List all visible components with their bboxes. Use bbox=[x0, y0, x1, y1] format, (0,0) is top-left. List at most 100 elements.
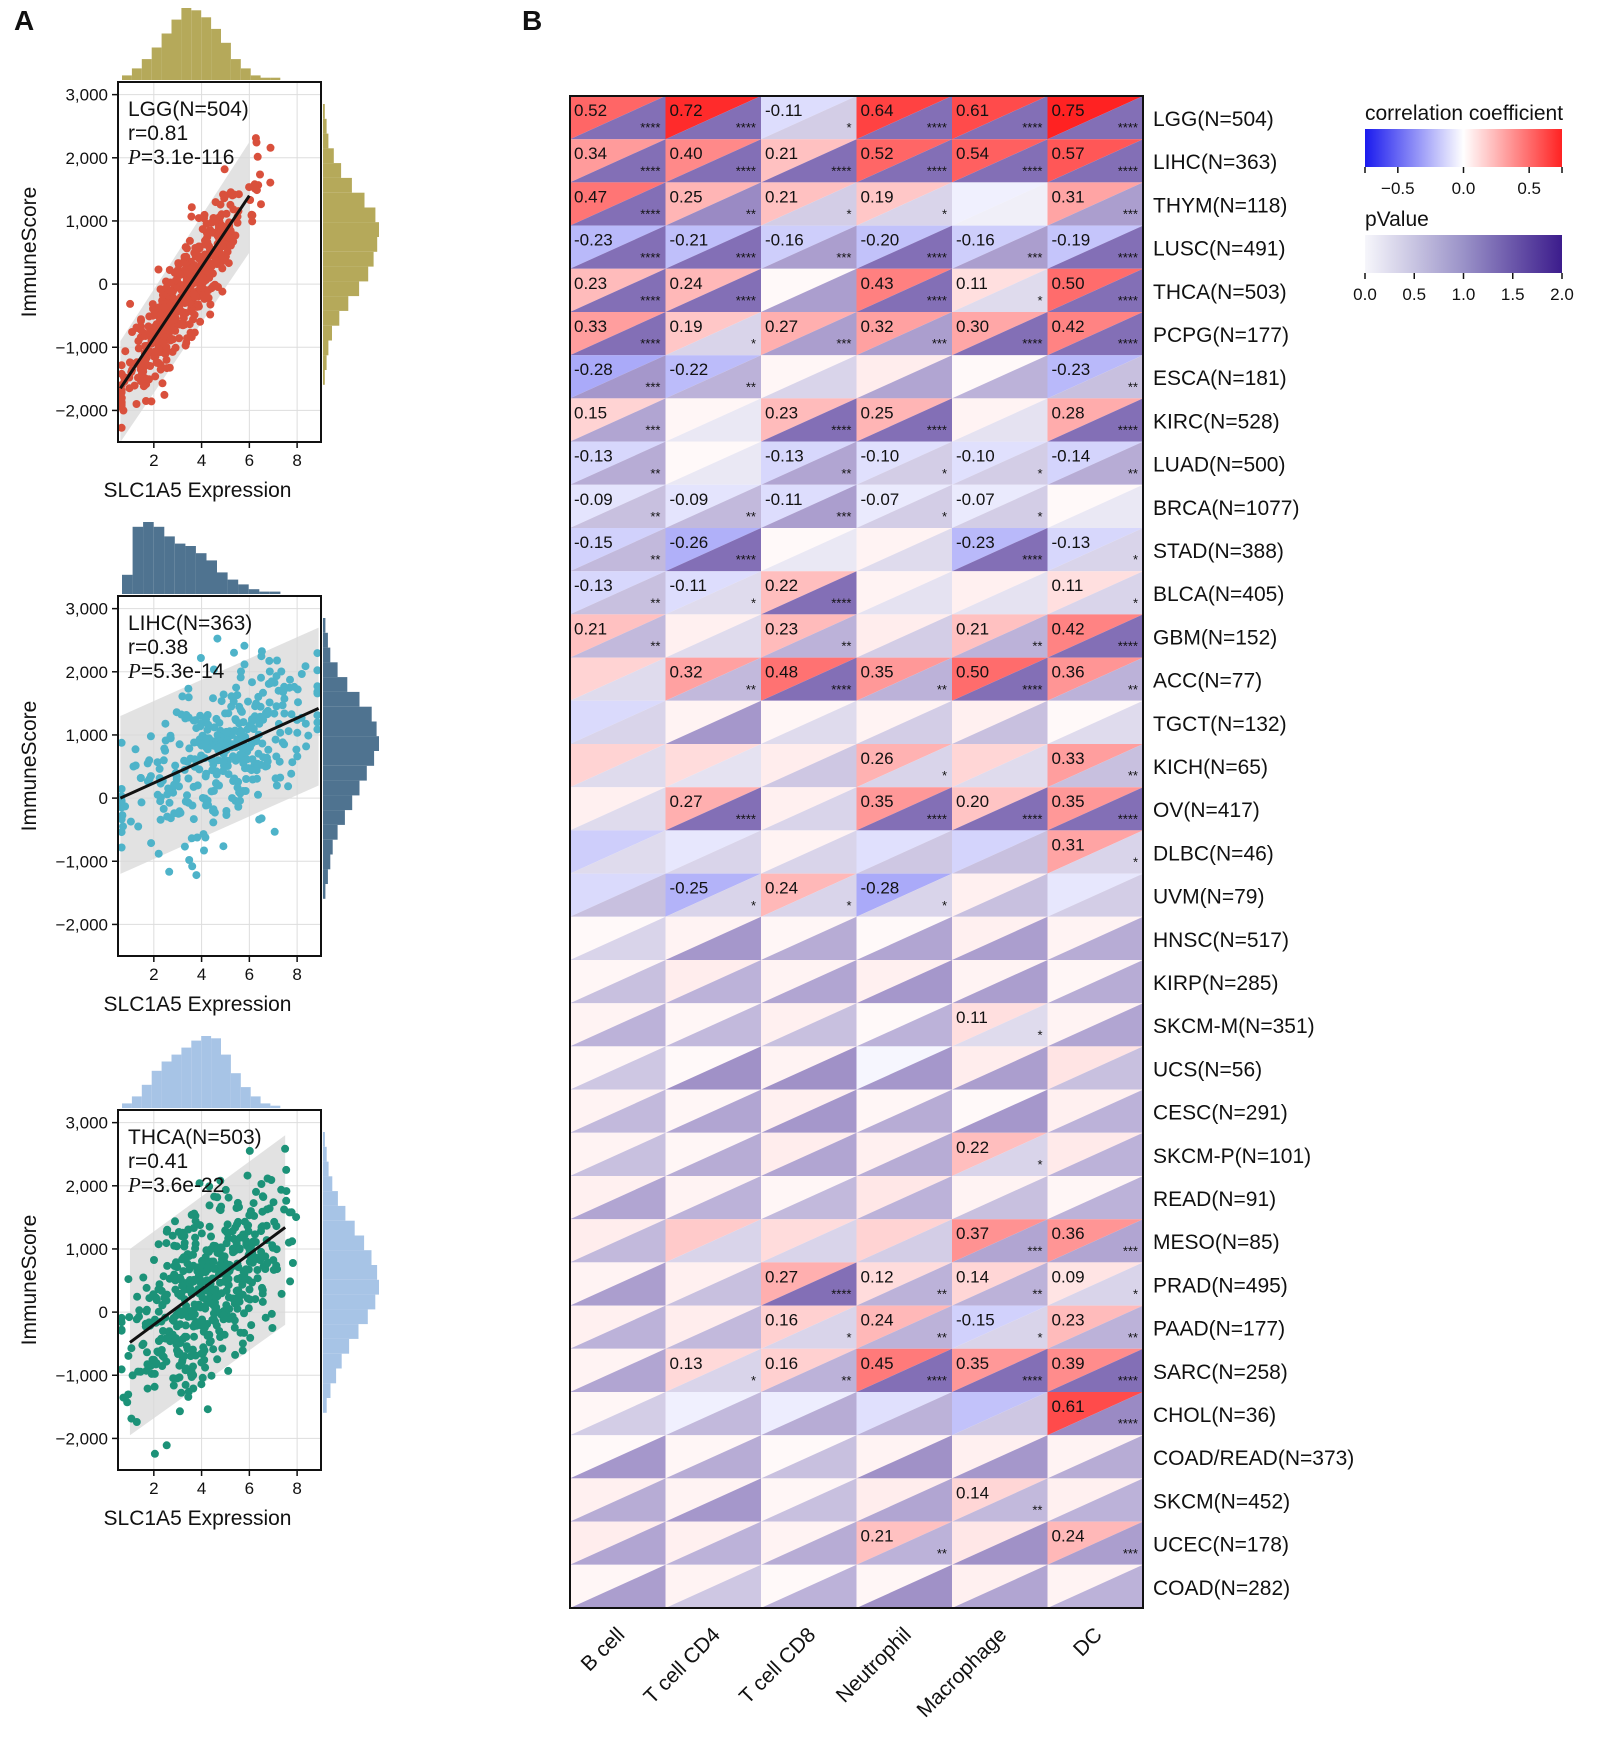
pvalue-triangle bbox=[952, 1435, 1048, 1479]
pvalue-triangle bbox=[665, 1003, 761, 1047]
scatter-point bbox=[196, 1221, 204, 1230]
cell-value: 0.11 bbox=[1052, 576, 1084, 595]
corr-triangle bbox=[665, 916, 761, 960]
cell-significance: **** bbox=[1022, 552, 1042, 567]
y-tick-label: 1,000 bbox=[65, 726, 108, 745]
corr-triangle bbox=[856, 700, 952, 744]
marginal-y-bar bbox=[323, 1176, 333, 1192]
scatter-point bbox=[191, 1239, 200, 1248]
scatter-point bbox=[186, 1276, 194, 1284]
corr-triangle bbox=[761, 700, 857, 744]
cell-significance: * bbox=[751, 336, 756, 351]
scatter-point bbox=[146, 328, 154, 337]
scatter-point bbox=[165, 787, 174, 796]
corr-triangle bbox=[1047, 1219, 1143, 1263]
row-label: READ(N=91) bbox=[1153, 1188, 1276, 1211]
scatter-point bbox=[279, 685, 288, 694]
scatter-point bbox=[251, 702, 260, 711]
row-label: ESCA(N=181) bbox=[1153, 367, 1287, 390]
cell-value: 0.75 bbox=[1052, 101, 1085, 120]
scatter-point bbox=[177, 307, 186, 316]
corr-triangle bbox=[761, 441, 857, 485]
scatter-point bbox=[301, 662, 310, 671]
scatter-point bbox=[239, 1230, 248, 1239]
scatter-point bbox=[198, 225, 207, 234]
scatter-point bbox=[237, 667, 245, 676]
scatter-point bbox=[143, 1360, 152, 1369]
pvalue-triangle bbox=[952, 1089, 1048, 1133]
scatter-point bbox=[259, 688, 267, 697]
scatter-point bbox=[246, 1333, 255, 1342]
scatter-point bbox=[174, 809, 183, 818]
cell-significance: **** bbox=[640, 293, 660, 308]
scatter-point bbox=[137, 369, 146, 378]
scatter-point bbox=[203, 293, 212, 302]
marginal-y-bar bbox=[323, 691, 360, 707]
scatter-point bbox=[232, 683, 241, 692]
cell-significance: * bbox=[1037, 466, 1042, 481]
scatter-point bbox=[237, 707, 246, 716]
scatter-point bbox=[200, 1302, 209, 1311]
scatter-point bbox=[313, 711, 322, 720]
cell-significance: **** bbox=[831, 595, 851, 610]
pvalue-triangle bbox=[952, 614, 1048, 658]
scatter-point bbox=[313, 649, 322, 658]
scatter-point bbox=[282, 1196, 291, 1205]
scatter-point bbox=[180, 1352, 189, 1361]
p-legend-title: pValue bbox=[1365, 208, 1429, 231]
scatter-point bbox=[129, 762, 138, 771]
pvalue-triangle bbox=[761, 1348, 857, 1392]
cell-significance: **** bbox=[1022, 163, 1042, 178]
pvalue-triangle bbox=[856, 1003, 952, 1047]
pvalue-triangle bbox=[1047, 484, 1143, 528]
cell-significance: **** bbox=[1022, 336, 1042, 351]
marginal-x-bar bbox=[248, 589, 260, 594]
pvalue-triangle bbox=[952, 1564, 1048, 1608]
cell-value: 0.50 bbox=[956, 663, 989, 682]
cell-value: 0.27 bbox=[670, 792, 703, 811]
scatter-point bbox=[132, 400, 141, 408]
marginal-x-bar bbox=[206, 560, 217, 594]
pvalue-triangle bbox=[856, 916, 952, 960]
y-tick-label: −2,000 bbox=[56, 401, 108, 420]
scatter-point bbox=[170, 1270, 179, 1279]
row-label: COAD(N=282) bbox=[1153, 1577, 1290, 1600]
p-tick-label: 0.0 bbox=[1353, 285, 1377, 304]
scatter-point bbox=[313, 682, 322, 691]
pvalue-triangle bbox=[570, 657, 666, 701]
scatter-point bbox=[180, 299, 189, 307]
cell-significance: * bbox=[1133, 855, 1138, 870]
scatter-point bbox=[187, 307, 196, 316]
pvalue-triangle bbox=[665, 916, 761, 960]
scatter-point bbox=[161, 719, 170, 728]
scatter-point bbox=[142, 1307, 151, 1316]
pvalue-triangle bbox=[1047, 1132, 1143, 1176]
p-tick-label: 1.0 bbox=[1452, 285, 1476, 304]
scatter-point bbox=[159, 1272, 168, 1281]
cell-significance: *** bbox=[836, 250, 851, 265]
scatter-point bbox=[117, 1365, 126, 1374]
corr-triangle bbox=[1047, 787, 1143, 831]
scatter-point bbox=[211, 281, 220, 290]
corr-triangle bbox=[856, 571, 952, 615]
scatter-point bbox=[229, 1248, 237, 1257]
scatter-point bbox=[142, 1283, 151, 1292]
scatter-point bbox=[262, 753, 271, 762]
r-value: r=0.41 bbox=[128, 1150, 188, 1173]
scatter-point bbox=[188, 1345, 197, 1354]
scatter-point bbox=[134, 344, 143, 353]
corr-triangle bbox=[952, 1435, 1048, 1479]
scatter-point bbox=[234, 802, 243, 811]
pvalue-triangle bbox=[856, 1305, 952, 1349]
scatter-point bbox=[224, 233, 233, 242]
cell-value: -0.13 bbox=[765, 447, 804, 466]
cell-value: 0.50 bbox=[1052, 274, 1085, 293]
cell-significance: ** bbox=[1128, 682, 1138, 697]
cell-significance: *** bbox=[836, 509, 851, 524]
scatter-point bbox=[248, 775, 257, 784]
scatter-point bbox=[117, 1313, 126, 1322]
scatter-point bbox=[258, 1297, 267, 1306]
cell-significance: **** bbox=[1118, 163, 1138, 178]
cell-value: 0.23 bbox=[1052, 1311, 1085, 1330]
cell-significance: *** bbox=[1027, 1243, 1042, 1258]
